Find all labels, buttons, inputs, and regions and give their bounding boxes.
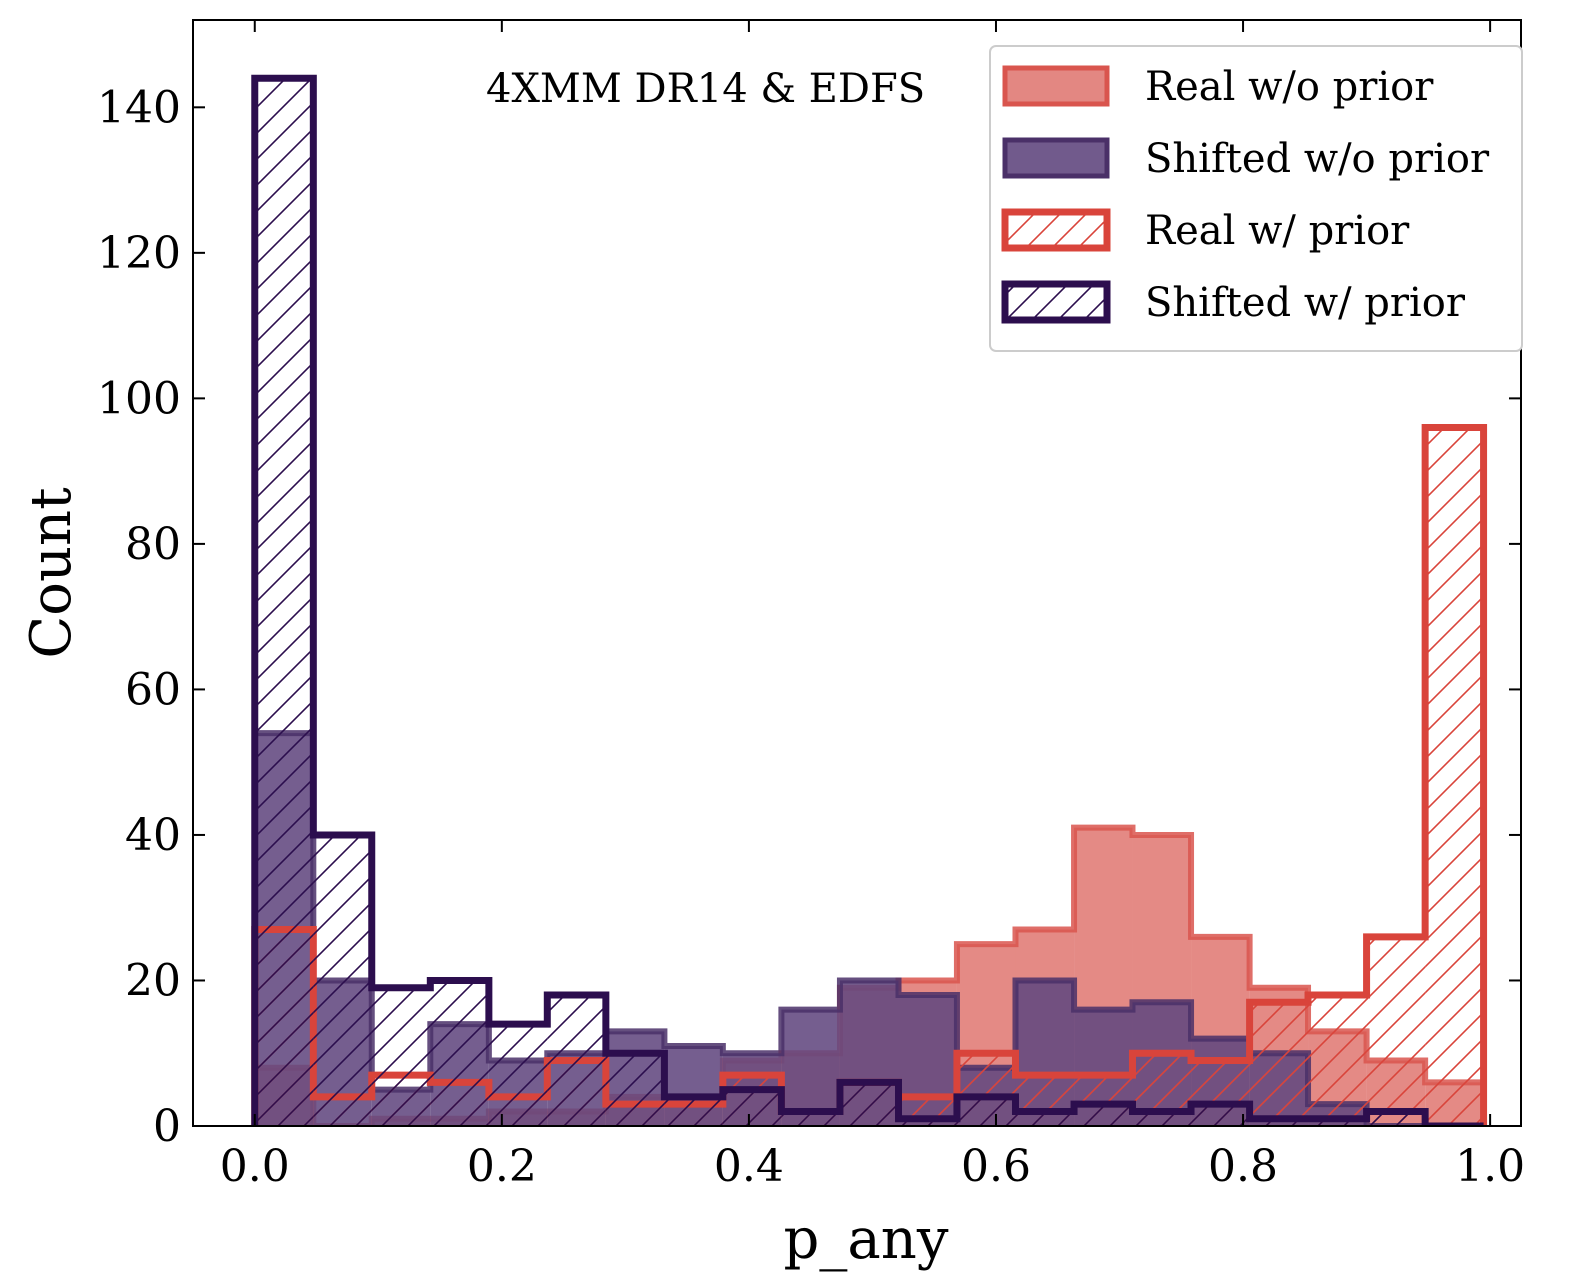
x-axis-title: p_any xyxy=(784,1207,949,1272)
outline-shifted-w-prior xyxy=(251,74,1484,1126)
bar-shifted-w-prior-3 xyxy=(430,980,489,1126)
bar-shifted-w-prior-1 xyxy=(313,834,372,1126)
legend-swatch-shifted-w-o-prior xyxy=(1002,137,1110,179)
bar-shifted-w-prior-0 xyxy=(254,78,314,1126)
legend: Real w/o prior Shifted w/o prior Real w/ p… xyxy=(989,45,1523,352)
legend-swatch-real-w-o-prior xyxy=(1002,65,1110,107)
legend-item-shifted-w-prior: Shifted w/ prior xyxy=(1001,280,1466,326)
bars-layer xyxy=(251,74,1488,1126)
y-tick-label-20: 20 xyxy=(125,955,181,1006)
bar-shifted-w-prior-7 xyxy=(664,1096,723,1126)
bar-real-w-prior-20 xyxy=(1425,427,1484,1126)
y-axis-title: Count xyxy=(19,487,84,659)
bar-shifted-w-prior-17 xyxy=(1249,1118,1309,1126)
bar-shifted-w-prior-6 xyxy=(605,1053,665,1126)
bar-shifted-w-prior-8 xyxy=(722,1089,782,1126)
x-tick-label-0.4: 0.4 xyxy=(714,1141,784,1192)
bar-shifted-w-prior-14 xyxy=(1074,1104,1133,1126)
bar-shifted-w-prior-2 xyxy=(371,987,431,1126)
y-tick-label-120: 120 xyxy=(97,228,181,279)
plot-frame xyxy=(192,19,1522,1127)
y-tick-label-60: 60 xyxy=(125,664,181,715)
y-tick-label-140: 140 xyxy=(97,82,181,133)
legend-frame xyxy=(989,45,1523,352)
bar-shifted-w-prior-12 xyxy=(956,1096,1016,1126)
bar-shifted-w-prior-18 xyxy=(1308,1118,1367,1126)
bar-shifted-w-prior-11 xyxy=(898,1118,957,1126)
legend-label-real-w-o-prior: Real w/o prior xyxy=(1145,64,1434,110)
bar-shifted-w-prior-4 xyxy=(488,1024,548,1126)
legend-label-real-w-prior: Real w/ prior xyxy=(1145,208,1410,254)
y-tick-label-80: 80 xyxy=(125,519,181,570)
ticks-layer: 0.0 0.2 0.4 0.6 0.8 1.0 0 20 40 60 80 100 120 140 xyxy=(97,20,1525,1192)
x-tick-label-0.8: 0.8 xyxy=(1208,1141,1278,1192)
bar-shifted-w-prior-5 xyxy=(547,995,606,1126)
y-tick-label-0: 0 xyxy=(153,1101,181,1152)
bar-real-w-prior-19 xyxy=(1366,936,1426,1126)
x-tick-label-1.0: 1.0 xyxy=(1455,1141,1525,1192)
legend-label-shifted-w-o-prior: Shifted w/o prior xyxy=(1145,136,1490,182)
bar-real-w-prior-17 xyxy=(1249,1002,1309,1126)
bar-shifted-w-prior-16 xyxy=(1191,1104,1250,1126)
legend-label-shifted-w-prior: Shifted w/ prior xyxy=(1145,280,1466,326)
bar-shifted-w-o-prior-9 xyxy=(781,1009,840,1126)
y-tick-label-100: 100 xyxy=(97,373,181,424)
chart-annotation: 4XMM DR14 & EDFS xyxy=(486,66,925,112)
legend-item-real-w-o-prior: Real w/o prior xyxy=(1002,64,1434,110)
bar-real-w-prior-18 xyxy=(1308,995,1367,1126)
bar-shifted-w-prior-19 xyxy=(1366,1111,1426,1126)
x-tick-label-0.2: 0.2 xyxy=(467,1141,537,1192)
y-tick-label-40: 40 xyxy=(125,810,181,861)
x-tick-label-0.6: 0.6 xyxy=(961,1141,1031,1192)
bar-shifted-w-prior-13 xyxy=(1015,1111,1075,1126)
x-tick-label-0.0: 0.0 xyxy=(220,1141,290,1192)
legend-item-real-w-prior: Real w/ prior xyxy=(1001,208,1410,254)
bar-shifted-w-prior-9 xyxy=(781,1111,840,1126)
bar-shifted-w-prior-10 xyxy=(839,1082,899,1126)
legend-item-shifted-w-o-prior: Shifted w/o prior xyxy=(1002,136,1490,182)
legend-swatch-shifted-w-prior xyxy=(1001,280,1111,324)
bar-shifted-w-prior-15 xyxy=(1132,1111,1192,1126)
legend-swatch-real-w-prior xyxy=(1001,208,1111,252)
series-shifted-w-prior xyxy=(251,74,1484,1126)
